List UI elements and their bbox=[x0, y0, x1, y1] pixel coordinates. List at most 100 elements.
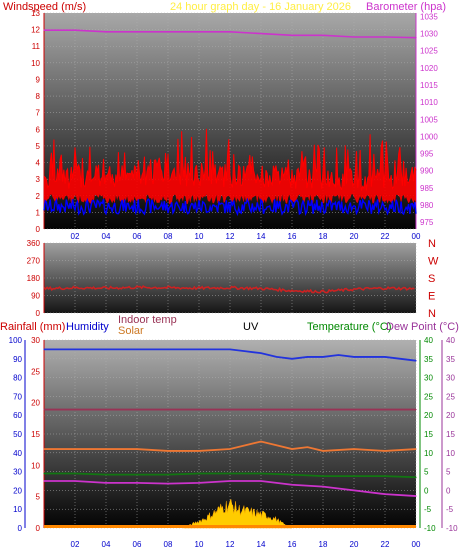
barometer-tick-label: 975 bbox=[420, 218, 434, 227]
dewpoint-line-point bbox=[167, 483, 169, 485]
barometer-point bbox=[260, 32, 262, 35]
dewpoint-tick-label: 30 bbox=[446, 374, 455, 383]
axes: 0123456789101112139759809859909951000100… bbox=[9, 9, 458, 549]
temperature-line-point bbox=[244, 444, 247, 446]
humidity-tick-label: 70 bbox=[13, 392, 22, 401]
barometer-tick-label: 995 bbox=[420, 150, 434, 159]
barometer-axis-title: Barometer (hpa) bbox=[366, 1, 446, 13]
solar-title: Solar bbox=[118, 325, 144, 337]
temperature-line-point bbox=[384, 450, 386, 452]
humidity-line-point bbox=[43, 348, 45, 350]
dewpoint-tick-label: -10 bbox=[446, 524, 458, 533]
barometer-point bbox=[415, 37, 417, 39]
compass-tick-label: N bbox=[428, 308, 436, 320]
direction-tick-label: 360 bbox=[27, 239, 41, 248]
rainfall-tick-label: 15 bbox=[31, 430, 40, 439]
compass-tick-label: W bbox=[428, 256, 439, 268]
rainfall-tick-label: 0 bbox=[36, 524, 41, 533]
humidity-line-point bbox=[136, 348, 138, 350]
barometer-tick-label: 1035 bbox=[420, 12, 438, 21]
dewpoint-tick-label: 10 bbox=[446, 449, 455, 458]
barometer-tick-label: 1025 bbox=[420, 47, 438, 56]
time-tick-label: 20 bbox=[350, 232, 359, 241]
green-line-point bbox=[353, 475, 355, 477]
green-line-point bbox=[198, 472, 200, 475]
rainfall-tick-label: 30 bbox=[31, 336, 40, 345]
windspeed-average-line bbox=[43, 197, 417, 217]
barometer-tick-label: 1030 bbox=[420, 30, 438, 39]
windspeed-tick-label: 5 bbox=[36, 142, 41, 151]
dewpoint-line-point bbox=[260, 480, 262, 482]
temperature-tick-label: 25 bbox=[424, 392, 433, 401]
windspeed-tick-label: 7 bbox=[36, 109, 41, 118]
time-tick-label: 10 bbox=[195, 232, 204, 241]
humidity-line-point bbox=[275, 356, 278, 358]
uv-baseline bbox=[44, 525, 416, 528]
rainfall-axis-title: Rainfall (mm) bbox=[0, 321, 65, 333]
dewpoint-line-point bbox=[322, 486, 324, 488]
barometer-point bbox=[105, 31, 107, 33]
green-line-point bbox=[167, 474, 169, 476]
temperature-tick-label: 35 bbox=[424, 355, 433, 364]
dewpoint-line-point bbox=[291, 484, 293, 486]
barometer-point bbox=[322, 34, 324, 36]
humidity-line-point bbox=[337, 354, 340, 356]
temperature-line-point bbox=[306, 446, 309, 448]
temperature-tick-label: 30 bbox=[424, 374, 433, 383]
time-tick-label: 14 bbox=[257, 232, 266, 241]
temperature-tick-label: 10 bbox=[424, 449, 433, 458]
wind-direction-line bbox=[43, 285, 415, 294]
dewpoint-tick-label: 40 bbox=[446, 336, 455, 345]
dewpoint-line-point bbox=[43, 480, 45, 482]
humidity-line-point bbox=[353, 356, 355, 358]
dewpoint-tick-label: 25 bbox=[446, 392, 455, 401]
dewpoint-tick-label: 5 bbox=[446, 468, 451, 477]
humidity-line-point bbox=[306, 356, 309, 358]
barometer-tick-label: 980 bbox=[420, 201, 434, 210]
humidity-line-point bbox=[167, 348, 169, 350]
direction-tick-label: 90 bbox=[31, 292, 40, 301]
rainfall-tick-label: 10 bbox=[31, 461, 40, 470]
temperature-line-point bbox=[353, 448, 355, 450]
humidity-tick-label: 40 bbox=[13, 449, 22, 458]
dewpoint-line-point bbox=[105, 482, 107, 484]
windspeed-tick-label: 6 bbox=[36, 125, 41, 134]
direction-tick-label: 270 bbox=[27, 257, 41, 266]
windspeed-axis-title: Windspeed (m/s) bbox=[3, 1, 86, 13]
humidity-tick-label: 60 bbox=[13, 411, 22, 420]
temperature-line bbox=[44, 440, 417, 452]
wind-gust-line bbox=[43, 128, 417, 191]
temperature-line-point bbox=[322, 450, 324, 452]
temperature-axis-title: Temperature (°C) bbox=[307, 321, 391, 333]
humidity-tick-label: 10 bbox=[13, 505, 22, 514]
temperature-tick-label: -10 bbox=[424, 524, 436, 533]
dewpoint-tick-label: 35 bbox=[446, 355, 455, 364]
temperature-tick-label: 20 bbox=[424, 411, 433, 420]
time-tick-label: 10 bbox=[195, 540, 204, 549]
solar-area bbox=[183, 498, 293, 529]
series-layer bbox=[43, 29, 417, 529]
humidity-axis-title: Humidity bbox=[66, 321, 109, 333]
compass-tick-label: S bbox=[428, 273, 435, 285]
temperature-tick-label: 0 bbox=[424, 486, 429, 495]
barometer-tick-label: 985 bbox=[420, 184, 434, 193]
compass-tick-label: N bbox=[428, 238, 436, 250]
humidity-line-point bbox=[384, 356, 386, 358]
dewpoint-tick-label: 20 bbox=[446, 411, 455, 420]
humidity-line-point bbox=[244, 350, 247, 352]
barometer-point bbox=[136, 31, 138, 33]
dewpoint-tick-label: -5 bbox=[446, 505, 454, 514]
barometer-point bbox=[198, 31, 200, 33]
temperature-line-point bbox=[260, 440, 262, 443]
time-tick-label: 02 bbox=[71, 540, 80, 549]
green-line-point bbox=[136, 474, 138, 476]
time-tick-label: 18 bbox=[319, 232, 328, 241]
barometer-point bbox=[74, 29, 76, 31]
windspeed-tick-label: 11 bbox=[32, 42, 41, 51]
rainfall-tick-label: 20 bbox=[31, 399, 40, 408]
green-line-point bbox=[260, 472, 262, 475]
windspeed-tick-label: 10 bbox=[31, 59, 40, 68]
humidity-tick-label: 90 bbox=[13, 355, 22, 364]
windspeed-tick-label: 4 bbox=[36, 159, 41, 168]
windspeed-tick-label: 2 bbox=[36, 192, 41, 201]
